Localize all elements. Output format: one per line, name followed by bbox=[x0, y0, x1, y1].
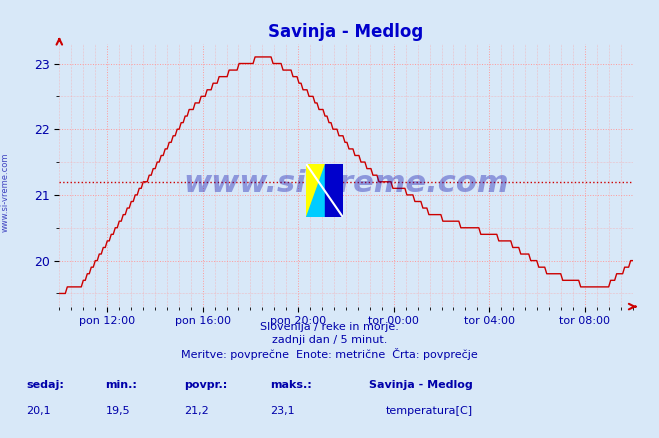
Polygon shape bbox=[325, 164, 343, 217]
Text: zadnji dan / 5 minut.: zadnji dan / 5 minut. bbox=[272, 335, 387, 345]
Text: 21,2: 21,2 bbox=[185, 406, 210, 416]
Text: 23,1: 23,1 bbox=[270, 406, 295, 416]
Text: min.:: min.: bbox=[105, 380, 137, 390]
Text: sedaj:: sedaj: bbox=[26, 380, 64, 390]
Text: maks.:: maks.: bbox=[270, 380, 312, 390]
Text: 19,5: 19,5 bbox=[105, 406, 130, 416]
Text: povpr.:: povpr.: bbox=[185, 380, 228, 390]
Text: Savinja - Medlog: Savinja - Medlog bbox=[369, 380, 473, 390]
Text: www.si-vreme.com: www.si-vreme.com bbox=[1, 153, 10, 233]
Polygon shape bbox=[306, 164, 325, 217]
Title: Savinja - Medlog: Savinja - Medlog bbox=[268, 23, 424, 41]
Text: temperatura[C]: temperatura[C] bbox=[386, 406, 473, 416]
Text: www.si-vreme.com: www.si-vreme.com bbox=[183, 169, 509, 198]
Polygon shape bbox=[306, 164, 325, 217]
Text: Meritve: povprečne  Enote: metrične  Črta: povprečje: Meritve: povprečne Enote: metrične Črta:… bbox=[181, 348, 478, 360]
Text: Slovenija / reke in morje.: Slovenija / reke in morje. bbox=[260, 322, 399, 332]
Text: 20,1: 20,1 bbox=[26, 406, 51, 416]
